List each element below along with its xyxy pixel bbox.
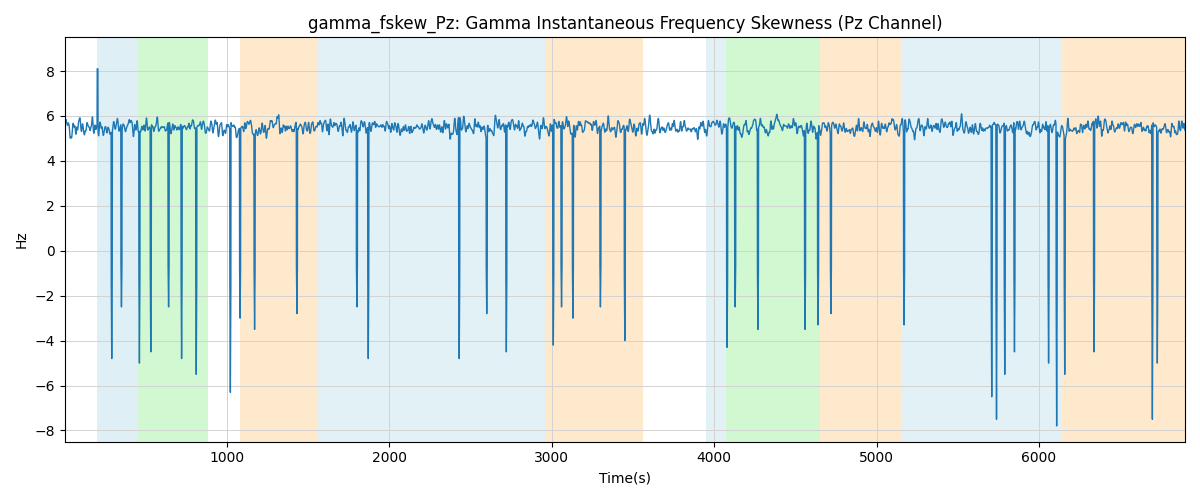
Bar: [1062, 38, 1186, 442]
Bar: [240, 38, 318, 442]
Bar: [820, 38, 901, 442]
Bar: [138, 38, 208, 442]
Bar: [901, 38, 1062, 442]
Bar: [545, 38, 643, 442]
Y-axis label: Hz: Hz: [16, 230, 29, 248]
Bar: [97, 38, 138, 442]
Bar: [726, 38, 820, 442]
X-axis label: Time(s): Time(s): [599, 471, 650, 485]
Title: gamma_fskew_Pz: Gamma Instantaneous Frequency Skewness (Pz Channel): gamma_fskew_Pz: Gamma Instantaneous Freq…: [307, 15, 942, 34]
Bar: [706, 38, 726, 442]
Bar: [318, 38, 545, 442]
